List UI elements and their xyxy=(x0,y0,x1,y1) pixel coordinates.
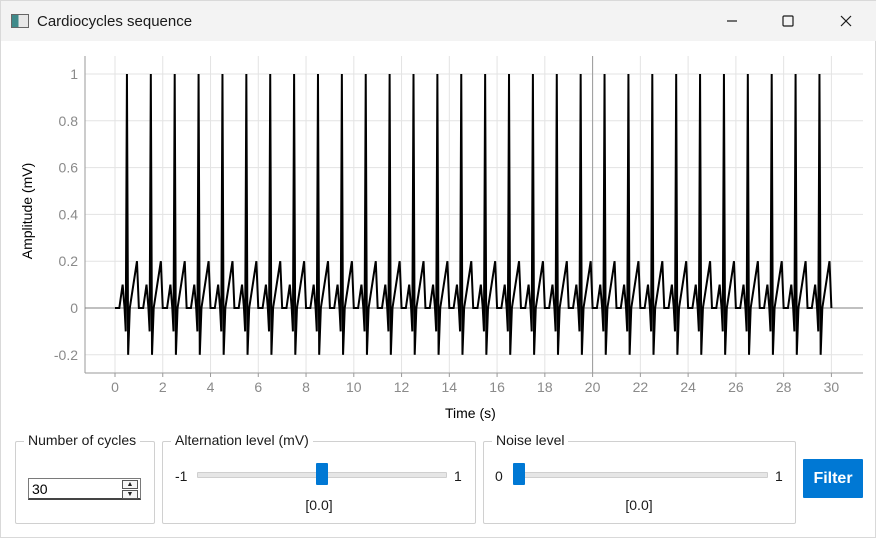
cycles-input[interactable] xyxy=(32,481,116,497)
minimize-button[interactable] xyxy=(703,1,761,41)
close-button[interactable] xyxy=(817,1,875,41)
x-tick-label: 20 xyxy=(585,379,601,395)
spin-up-icon[interactable]: ▲ xyxy=(122,480,138,489)
x-tick-label: 6 xyxy=(254,379,262,395)
x-tick-label: 22 xyxy=(633,379,649,395)
x-tick-label: 30 xyxy=(824,379,840,395)
x-tick-label: 4 xyxy=(207,379,215,395)
title-bar[interactable]: Cardiocycles sequence xyxy=(1,1,876,41)
x-tick-label: 16 xyxy=(489,379,505,395)
noise-value: [0.0] xyxy=(625,497,653,513)
alternation-value: [0.0] xyxy=(305,497,333,513)
x-tick-label: 2 xyxy=(159,379,167,395)
spin-down-icon[interactable]: ▼ xyxy=(122,490,138,499)
x-axis-label: Time (s) xyxy=(445,405,496,421)
ecg-plot: 0 2 4 6 8 10 12 14 16 18 20 22 24 26 28 30-0.200.20.40.… xyxy=(54,56,863,395)
x-tick-label: 28 xyxy=(776,379,792,395)
alternation-group: Alternation level (mV) -1 1 [0.0] xyxy=(162,432,476,524)
window-title: Cardiocycles sequence xyxy=(37,13,193,30)
alternation-slider-thumb[interactable] xyxy=(316,463,328,485)
x-tick-label: 18 xyxy=(537,379,553,395)
maximize-icon xyxy=(782,15,794,27)
minimize-icon xyxy=(727,20,737,22)
cycles-group-title: Number of cycles xyxy=(24,432,141,448)
y-tick-label: 0.4 xyxy=(59,206,79,222)
x-tick-label: 12 xyxy=(394,379,410,395)
y-tick-label: -0.2 xyxy=(54,347,78,363)
y-tick-label: 0.2 xyxy=(59,253,79,269)
x-tick-label: 24 xyxy=(680,379,696,395)
close-icon xyxy=(840,15,852,27)
y-tick-label: 0.8 xyxy=(59,113,79,129)
noise-slider-track[interactable] xyxy=(514,472,768,478)
ecg-series-line xyxy=(115,73,833,355)
cycles-group: Number of cycles ▲ ▼ xyxy=(15,432,155,524)
noise-max-label: 1 xyxy=(775,468,783,484)
x-tick-label: 14 xyxy=(442,379,458,395)
cycles-spinbox[interactable]: ▲ ▼ xyxy=(28,478,141,500)
filter-button[interactable]: Filter xyxy=(803,459,863,498)
y-tick-label: 0.6 xyxy=(59,160,79,176)
x-tick-label: 10 xyxy=(346,379,362,395)
noise-slider-thumb[interactable] xyxy=(513,463,525,485)
alternation-group-title: Alternation level (mV) xyxy=(171,432,313,448)
x-tick-label: 26 xyxy=(728,379,744,395)
alternation-min-label: -1 xyxy=(175,468,188,484)
y-axis-label: Amplitude (mV) xyxy=(19,162,35,260)
maximize-button[interactable] xyxy=(759,1,817,41)
y-tick-label: 1 xyxy=(70,66,78,82)
x-tick-label: 0 xyxy=(111,379,119,395)
alternation-max-label: 1 xyxy=(454,468,462,484)
x-tick-label: 8 xyxy=(302,379,310,395)
app-window-icon xyxy=(11,14,29,28)
noise-group-title: Noise level xyxy=(492,432,569,448)
noise-group: Noise level 0 1 [0.0] xyxy=(483,432,796,524)
noise-min-label: 0 xyxy=(495,468,503,484)
y-tick-label: 0 xyxy=(70,300,78,316)
